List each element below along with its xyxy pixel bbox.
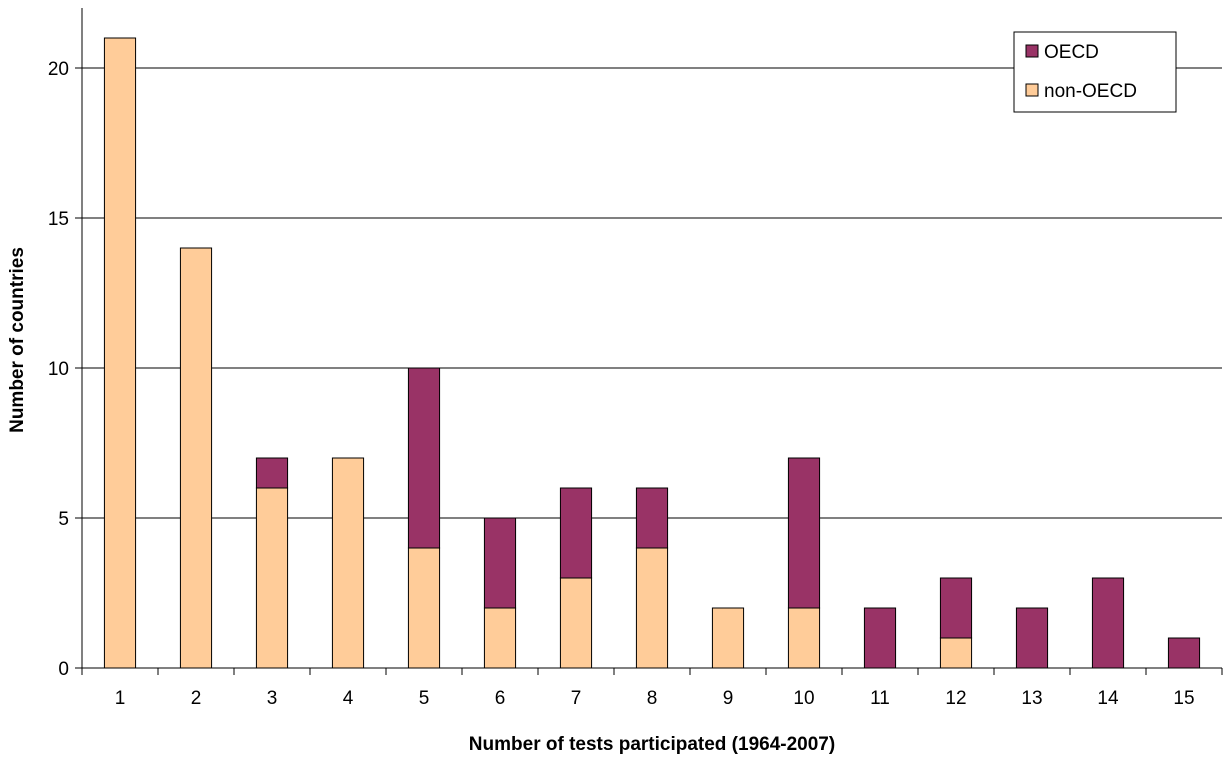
bars	[103, 37, 1201, 669]
legend-swatch-oecd	[1025, 44, 1039, 58]
bar-oecd-10	[787, 457, 821, 609]
x-tick-label-11: 11	[870, 688, 890, 709]
x-tick-label-7: 7	[571, 688, 582, 709]
x-tick-label-6: 6	[495, 688, 506, 709]
bar-non-oecd-8	[635, 547, 669, 669]
legend: OECD non-OECD	[1013, 31, 1177, 113]
bar-non-oecd-1	[103, 37, 137, 669]
bar-non-oecd-10	[787, 607, 821, 669]
bar-oecd-6	[483, 517, 517, 609]
x-tick-label-9: 9	[723, 688, 734, 709]
x-tick-label-10: 10	[793, 688, 814, 709]
y-axis-title: Number of countries	[7, 247, 28, 433]
bar-oecd-15	[1167, 637, 1201, 669]
x-tick-label-13: 13	[1021, 688, 1042, 709]
x-tick-label-1: 1	[115, 688, 126, 709]
x-tick-label-3: 3	[267, 688, 278, 709]
bar-oecd-13	[1015, 607, 1049, 669]
y-tick-label-15: 15	[48, 209, 69, 230]
bar-non-oecd-4	[331, 457, 365, 669]
bar-oecd-3	[255, 457, 289, 489]
bar-oecd-12	[939, 577, 973, 639]
bar-non-oecd-3	[255, 487, 289, 669]
bar-non-oecd-12	[939, 637, 973, 669]
axes	[81, 8, 1222, 669]
bar-oecd-5	[407, 367, 441, 549]
legend-box	[1013, 31, 1177, 113]
bar-oecd-7	[559, 487, 593, 579]
bar-oecd-8	[635, 487, 669, 549]
bar-non-oecd-2	[179, 247, 213, 669]
y-tick-label-0: 0	[58, 659, 69, 680]
legend-swatch-non-oecd	[1025, 83, 1039, 97]
y-tick-label-10: 10	[48, 359, 69, 380]
bar-non-oecd-7	[559, 577, 593, 669]
x-tick-label-2: 2	[191, 688, 202, 709]
legend-label-non-oecd: non-OECD	[1044, 81, 1137, 102]
legend-label-oecd: OECD	[1044, 42, 1099, 63]
bar-non-oecd-9	[711, 607, 745, 669]
x-tick-label-14: 14	[1097, 688, 1119, 709]
y-tick-label-20: 20	[48, 59, 69, 80]
x-tick-label-15: 15	[1173, 688, 1194, 709]
bar-oecd-14	[1091, 577, 1125, 669]
y-tick-label-5: 5	[58, 509, 69, 530]
x-tick-label-8: 8	[647, 688, 658, 709]
x-axis-title: Number of tests participated (1964-2007)	[469, 734, 835, 755]
x-tick-label-12: 12	[945, 688, 966, 709]
bar-oecd-11	[863, 607, 897, 669]
bar-non-oecd-5	[407, 547, 441, 669]
x-tick-label-4: 4	[343, 688, 354, 709]
bar-non-oecd-6	[483, 607, 517, 669]
x-tick-label-5: 5	[419, 688, 430, 709]
